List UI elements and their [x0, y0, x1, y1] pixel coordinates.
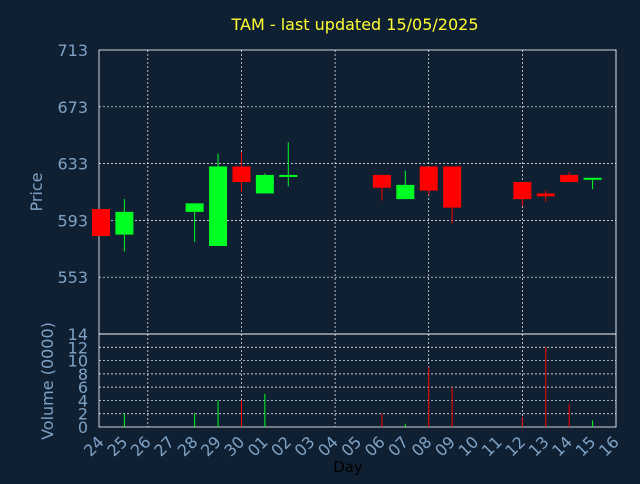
volume-y-tick-label: 6 [78, 378, 88, 397]
candle [185, 203, 204, 242]
candle-body [513, 182, 532, 200]
candle [536, 190, 555, 202]
candle [232, 152, 251, 192]
candle [92, 209, 110, 237]
price-y-tick-label: 553 [57, 268, 88, 287]
volume-grid [99, 334, 617, 427]
candle [372, 174, 391, 201]
price-axis-label: Price [27, 172, 46, 211]
candle-body [372, 174, 391, 188]
candle-body [92, 209, 110, 237]
candle [560, 172, 579, 183]
volume-y-tick-label: 0 [78, 418, 88, 437]
x-ticks: 2425262728293001020304050607080910111213… [80, 432, 623, 460]
candle-body [443, 166, 462, 208]
candle [115, 199, 134, 252]
volume-y-tick-label: 14 [68, 325, 88, 344]
candle [443, 166, 462, 224]
candle-body [536, 193, 555, 197]
price-y-tick-label: 713 [57, 41, 88, 60]
candle-body [279, 174, 298, 177]
candle-body [185, 203, 204, 212]
chart-title: TAM - last updated 15/05/2025 [230, 15, 478, 34]
volume-bars [123, 347, 594, 427]
price-y-tick-label: 593 [57, 211, 88, 230]
candle-body [115, 211, 134, 235]
candles [92, 142, 602, 252]
candle [255, 173, 274, 194]
candle [279, 142, 298, 187]
candle-body [232, 166, 251, 183]
candle-body [583, 177, 602, 180]
volume-y-tick-label: 12 [68, 338, 88, 357]
x-axis-label: Day [333, 458, 363, 476]
volume-y-tick-label: 2 [78, 405, 88, 424]
volume-axis-label: Volume (0000) [38, 322, 57, 440]
volume-y-tick-label: 8 [78, 365, 88, 384]
candle [209, 153, 228, 246]
volume-y-tick-label: 10 [68, 352, 88, 371]
price-y-tick-label: 633 [57, 155, 88, 174]
volume-y-tick-label: 4 [78, 391, 88, 410]
price-panel-frame [98, 49, 617, 335]
price-y-tick-label: 673 [57, 98, 88, 117]
candle [419, 166, 438, 195]
candle [396, 170, 415, 200]
price-grid [99, 50, 617, 334]
candle [583, 177, 602, 190]
candle-body [396, 184, 415, 200]
candle [513, 182, 532, 207]
x-tick-label: 16 [595, 432, 623, 460]
price-y-ticks: 713 673 633 593 553 [57, 41, 88, 287]
candle-body [560, 174, 579, 183]
candle-body [419, 166, 438, 191]
volume-panel-frame [98, 333, 617, 428]
candle-body [209, 166, 228, 246]
candle-body [255, 174, 274, 194]
